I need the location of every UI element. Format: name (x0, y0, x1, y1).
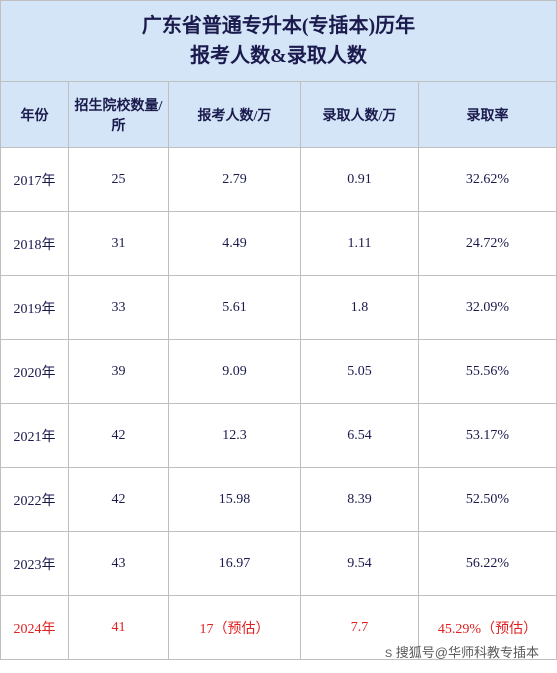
title-line1: 广东省普通专升本(专插本)历年 (1, 11, 556, 41)
title-line2: 报考人数&录取人数 (1, 41, 556, 71)
cell-schools: 25 (69, 148, 169, 212)
cell-rate: 53.17% (419, 404, 557, 468)
col-year-header: 年份 (1, 82, 69, 148)
cell-applicants: 15.98 (169, 468, 301, 532)
cell-admitted: 1.11 (301, 212, 419, 276)
cell-applicants: 4.49 (169, 212, 301, 276)
data-table: 年份 招生院校数量/所 报考人数/万 录取人数/万 录取率 2017年252.7… (0, 81, 557, 660)
table-row: 2022年4215.988.3952.50% (1, 468, 557, 532)
col-admitted-header: 录取人数/万 (301, 82, 419, 148)
cell-schools: 31 (69, 212, 169, 276)
cell-applicants: 9.09 (169, 340, 301, 404)
cell-admitted: 8.39 (301, 468, 419, 532)
cell-applicants: 16.97 (169, 532, 301, 596)
cell-schools: 42 (69, 468, 169, 532)
cell-applicants: 2.79 (169, 148, 301, 212)
cell-admitted: 5.05 (301, 340, 419, 404)
cell-rate: 24.72% (419, 212, 557, 276)
table-row: 2024年4117（预估）7.745.29%（预估） (1, 596, 557, 660)
cell-year: 2023年 (1, 532, 69, 596)
cell-schools: 39 (69, 340, 169, 404)
table-row: 2023年4316.979.5456.22% (1, 532, 557, 596)
cell-applicants: 12.3 (169, 404, 301, 468)
header-row: 年份 招生院校数量/所 报考人数/万 录取人数/万 录取率 (1, 82, 557, 148)
cell-year: 2020年 (1, 340, 69, 404)
col-rate-header: 录取率 (419, 82, 557, 148)
cell-admitted: 0.91 (301, 148, 419, 212)
cell-rate: 32.62% (419, 148, 557, 212)
cell-rate: 56.22% (419, 532, 557, 596)
cell-schools: 33 (69, 276, 169, 340)
col-applicants-header: 报考人数/万 (169, 82, 301, 148)
cell-schools: 43 (69, 532, 169, 596)
table-row: 2017年252.790.9132.62% (1, 148, 557, 212)
table-title: 广东省普通专升本(专插本)历年 报考人数&录取人数 (0, 0, 557, 81)
cell-year: 2019年 (1, 276, 69, 340)
cell-schools: 41 (69, 596, 169, 660)
cell-rate: 55.56% (419, 340, 557, 404)
cell-rate: 52.50% (419, 468, 557, 532)
cell-applicants: 17（预估） (169, 596, 301, 660)
table-row: 2021年4212.36.5453.17% (1, 404, 557, 468)
cell-year: 2021年 (1, 404, 69, 468)
cell-year: 2017年 (1, 148, 69, 212)
cell-rate: 32.09% (419, 276, 557, 340)
cell-applicants: 5.61 (169, 276, 301, 340)
cell-year: 2022年 (1, 468, 69, 532)
table-row: 2020年399.095.0555.56% (1, 340, 557, 404)
cell-year: 2018年 (1, 212, 69, 276)
table-row: 2018年314.491.1124.72% (1, 212, 557, 276)
cell-admitted: 9.54 (301, 532, 419, 596)
cell-rate: 45.29%（预估） (419, 596, 557, 660)
table-row: 2019年335.611.832.09% (1, 276, 557, 340)
cell-schools: 42 (69, 404, 169, 468)
cell-year: 2024年 (1, 596, 69, 660)
cell-admitted: 1.8 (301, 276, 419, 340)
col-schools-header: 招生院校数量/所 (69, 82, 169, 148)
cell-admitted: 7.7 (301, 596, 419, 660)
cell-admitted: 6.54 (301, 404, 419, 468)
